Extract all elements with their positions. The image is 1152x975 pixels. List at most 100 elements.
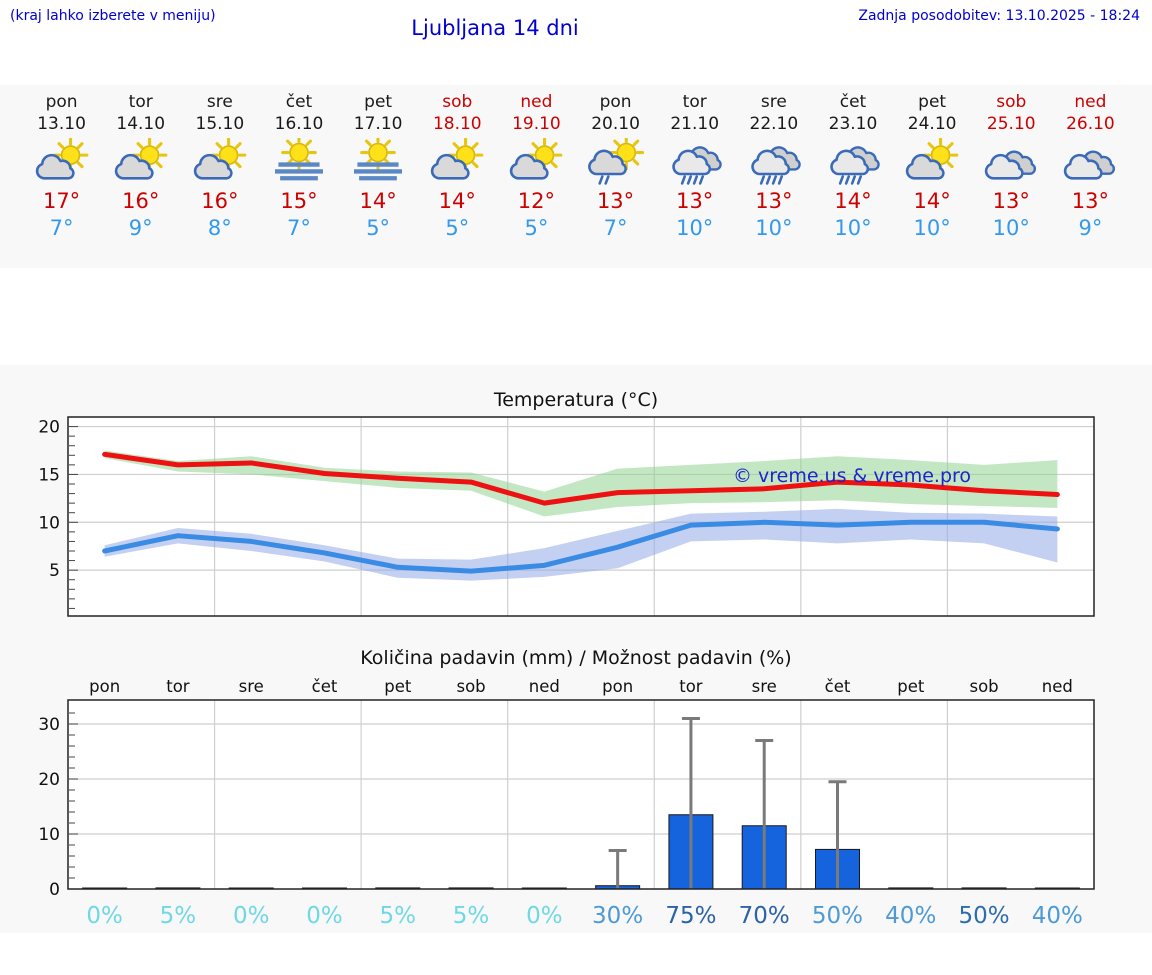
- day-name: tor: [682, 92, 707, 112]
- bar-day-label: čet: [825, 677, 851, 696]
- day-name: sre: [760, 92, 787, 112]
- fog-sun-icon: [347, 138, 409, 186]
- day-name: čet: [839, 92, 867, 112]
- forecast-day-column: tor 14.10 16° 9°: [101, 85, 180, 268]
- y-tick-label: 0: [49, 880, 60, 897]
- temp-min: 8°: [207, 216, 232, 240]
- temp-min: 10°: [913, 216, 951, 240]
- day-name: ned: [520, 92, 553, 112]
- precipitation-chart-title: Količina padavin (mm) / Možnost padavin …: [360, 647, 792, 669]
- min-temperature-line: [102, 519, 1060, 574]
- temp-min: 10°: [676, 216, 714, 240]
- precip-probability: 0%: [86, 903, 123, 929]
- day-date: 20.10: [591, 114, 640, 134]
- precip-probability: 0%: [306, 903, 343, 929]
- temp-min: 7°: [603, 216, 628, 240]
- rain-icon: [822, 138, 884, 186]
- y-tick-label: 10: [38, 825, 60, 845]
- partly-cloudy-icon: [505, 138, 567, 186]
- cloudy-icon: [980, 138, 1042, 186]
- forecast-day-column: pet 24.10 14° 10°: [893, 85, 972, 268]
- temp-min: 7°: [49, 216, 74, 240]
- temp-max: 14°: [913, 189, 951, 213]
- cloudy-icon: [1059, 138, 1121, 186]
- precip-probability: 50%: [811, 903, 864, 929]
- precip-probability: 75%: [665, 903, 717, 929]
- day-name: tor: [128, 92, 153, 112]
- bar-day-label: ned: [529, 677, 560, 696]
- forecast-day-column: sre 22.10 13° 10°: [734, 85, 813, 268]
- day-name: pet: [364, 92, 393, 112]
- temp-max: 13°: [1071, 189, 1110, 213]
- day-date: 19.10: [512, 114, 561, 134]
- last-update: Zadnja posodobitev: 13.10.2025 - 18:24: [858, 8, 1140, 24]
- day-date: 21.10: [670, 114, 720, 134]
- bar-day-label: pon: [602, 677, 633, 696]
- precip-probability: 0%: [526, 903, 563, 929]
- temp-max: 16°: [201, 189, 239, 213]
- temp-max: 12°: [517, 189, 556, 213]
- precip-probability: 30%: [592, 903, 644, 929]
- forecast-day-column: sob 18.10 14° 5°: [418, 85, 497, 268]
- day-date: 23.10: [828, 114, 878, 134]
- temp-min: 9°: [1078, 216, 1103, 240]
- temp-min: 5°: [524, 216, 549, 240]
- precip-probability: 0%: [232, 903, 270, 929]
- day-date: 13.10: [37, 114, 86, 134]
- precip-probability: 5%: [159, 903, 197, 929]
- temp-max: 14°: [438, 189, 476, 213]
- bar-day-label: pet: [384, 677, 412, 696]
- temp-min: 5°: [366, 216, 391, 240]
- plot-background: [68, 700, 1094, 889]
- temp-min: 10°: [992, 216, 1030, 240]
- temp-max: 13°: [596, 189, 635, 213]
- day-date: 22.10: [749, 114, 799, 134]
- bar-day-label: pet: [897, 677, 925, 696]
- temp-min: 9°: [128, 216, 153, 240]
- precip-probability: 5%: [452, 903, 490, 929]
- partly-cloudy-icon: [426, 138, 488, 186]
- temp-max: 15°: [280, 189, 318, 213]
- rain-sun-icon: [585, 138, 647, 186]
- y-tick-label: 5: [49, 561, 60, 581]
- bar-day-label: sob: [969, 677, 998, 696]
- bar-day-label: tor: [679, 677, 703, 696]
- temp-min: 10°: [834, 216, 872, 240]
- day-name: pon: [45, 92, 78, 112]
- temp-max: 14°: [834, 189, 872, 213]
- rain-icon: [664, 138, 726, 186]
- day-date: 18.10: [432, 114, 482, 134]
- day-name: pet: [918, 92, 947, 112]
- temp-max: 13°: [676, 189, 714, 213]
- temp-min: 5°: [445, 216, 470, 240]
- bar-day-label: ned: [1042, 677, 1073, 696]
- bar-day-label: čet: [312, 677, 338, 696]
- partly-cloudy-icon: [110, 138, 172, 186]
- y-tick-label: 15: [38, 465, 60, 485]
- day-name: sre: [206, 92, 233, 112]
- forecast-day-column: sob 25.10 13° 10°: [972, 85, 1051, 268]
- y-tick-label: 20: [38, 418, 60, 438]
- forecast-day-column: pon 20.10 13° 7°: [576, 85, 655, 268]
- day-name: ned: [1074, 92, 1107, 112]
- precip-probability: 5%: [379, 903, 417, 929]
- forecast-day-column: pet 17.10 14° 5°: [339, 85, 418, 268]
- bar-day-label: sob: [456, 677, 485, 696]
- day-name: pon: [599, 92, 632, 112]
- forecast-day-column: čet 23.10 14° 10°: [813, 85, 892, 268]
- max-temperature-line: [102, 451, 1060, 506]
- page-title: Ljubljana 14 dni: [411, 16, 579, 40]
- temp-max: 16°: [122, 189, 160, 213]
- temp-max: 17°: [42, 189, 81, 213]
- forecast-day-column: tor 21.10 13° 10°: [655, 85, 734, 268]
- day-name: sob: [442, 92, 473, 112]
- day-date: 16.10: [274, 114, 324, 134]
- precipitation-chart: pon tor sre čet pet sob ned pon tor sre čet pet sob n…: [38, 677, 1095, 897]
- bar-day-label: pon: [89, 677, 120, 696]
- forecast-day-column: čet 16.10 15° 7°: [259, 85, 338, 268]
- forecast-day-column: ned 26.10 13° 9°: [1051, 85, 1130, 268]
- y-tick-label: 30: [38, 715, 60, 735]
- temp-max: 13°: [992, 189, 1030, 213]
- day-date: 14.10: [116, 114, 166, 134]
- y-tick-label: 20: [38, 770, 60, 790]
